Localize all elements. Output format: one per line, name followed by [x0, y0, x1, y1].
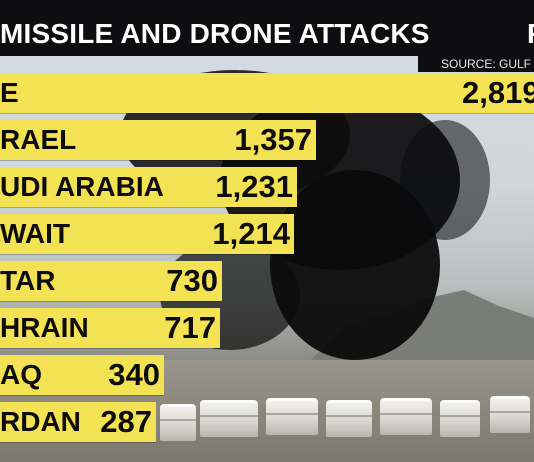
country-label: RAEL [0, 124, 77, 155]
country-label: TAR [0, 265, 56, 296]
storage-tank [200, 400, 258, 437]
title-banner: MISSILE AND DRONE ATTACKS F [0, 0, 534, 56]
value-label: 2,819 [462, 75, 534, 110]
bar-7 [0, 402, 156, 442]
bar-5 [0, 308, 220, 348]
bar-6 [0, 355, 164, 395]
storage-tank [326, 400, 372, 437]
bar-1 [0, 120, 316, 160]
value-label: 1,231 [215, 169, 293, 204]
value-label: 1,357 [234, 122, 312, 157]
value-label: 717 [164, 310, 216, 345]
bar-4 [0, 261, 222, 301]
title-fragment-right: F [527, 18, 534, 50]
smoke-plume [400, 120, 490, 240]
source-label: SOURCE: GULF [441, 57, 532, 71]
source-strip [418, 56, 534, 72]
country-label: WAIT [0, 218, 70, 249]
country-label: RDAN [0, 406, 81, 437]
country-label: AQ [0, 359, 42, 390]
storage-tank [440, 400, 480, 437]
storage-tank [490, 396, 530, 433]
chart-title: MISSILE AND DRONE ATTACKS [0, 18, 430, 49]
value-label: 1,214 [212, 216, 290, 251]
bar-2 [0, 167, 297, 207]
country-label: E [0, 77, 19, 108]
storage-tank [266, 398, 318, 435]
storage-tank [380, 398, 432, 435]
country-label: HRAIN [0, 312, 89, 343]
bar-0 [0, 73, 534, 113]
bar-3 [0, 214, 294, 254]
value-label: 340 [108, 357, 160, 392]
storage-tank [160, 404, 196, 441]
country-label: UDI ARABIA [0, 171, 164, 202]
value-label: 287 [100, 404, 152, 439]
value-label: 730 [166, 263, 218, 298]
